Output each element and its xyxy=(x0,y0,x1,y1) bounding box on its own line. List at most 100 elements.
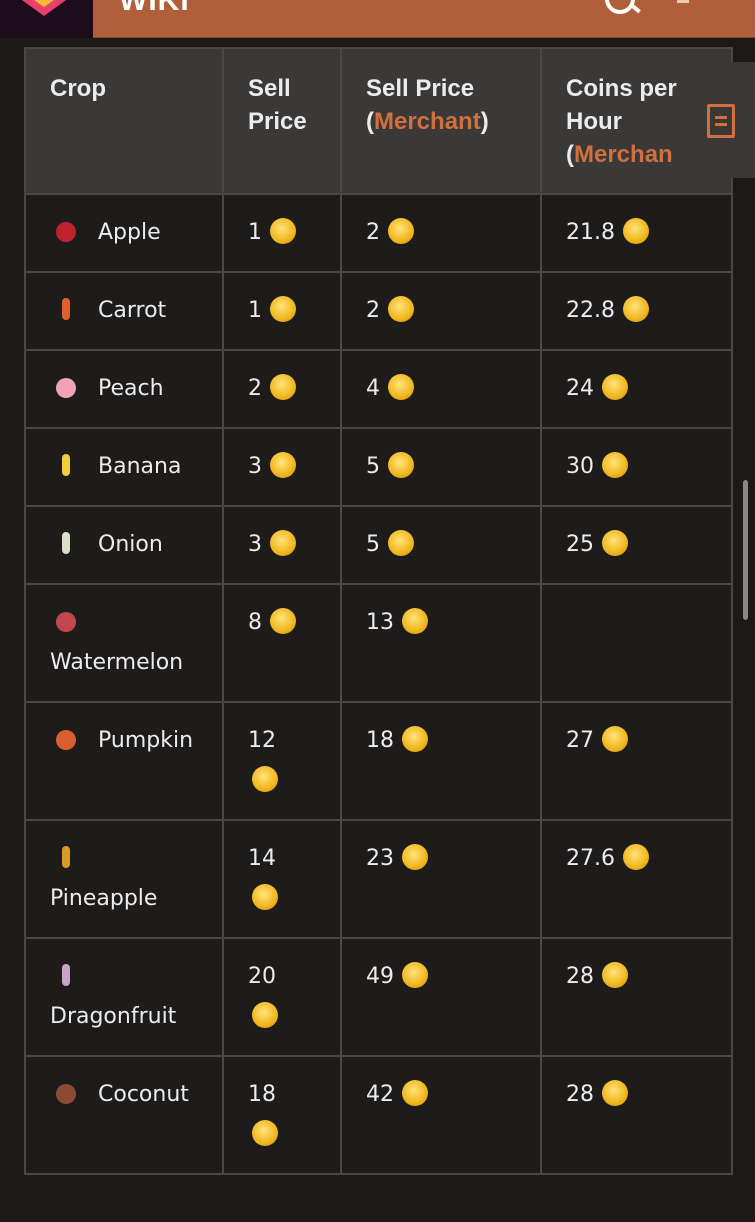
wiki-title[interactable]: WIKI xyxy=(119,0,190,17)
header-text: Coins per Hour( xyxy=(566,75,677,168)
sell-cell: 12 xyxy=(222,701,342,821)
crop-cell: Peach xyxy=(24,349,224,429)
coin-icon xyxy=(388,374,414,400)
scrollbar[interactable] xyxy=(743,480,748,620)
pineapple-icon xyxy=(62,846,70,868)
coin-icon xyxy=(388,452,414,478)
value: 13 xyxy=(366,610,394,635)
sell-merchant-cell: 49 xyxy=(340,937,542,1057)
value: 42 xyxy=(366,1082,394,1107)
coin-icon xyxy=(602,452,628,478)
crop-name-link[interactable]: Coconut xyxy=(98,1082,189,1107)
coin-icon xyxy=(602,962,628,988)
sell-cell: 3 xyxy=(222,427,342,507)
user-icon[interactable] xyxy=(677,0,689,3)
value: 23 xyxy=(366,846,394,871)
coin-icon xyxy=(402,726,428,752)
crop-cell: Pumpkin xyxy=(24,701,224,821)
crop-cell: Watermelon xyxy=(24,583,224,703)
coin-icon xyxy=(602,374,628,400)
crop-name-link[interactable]: Watermelon xyxy=(50,650,184,675)
sell-cell: 8 xyxy=(222,583,342,703)
crop-name-link[interactable]: Pumpkin xyxy=(98,728,194,753)
header-text: Sell Price( xyxy=(366,75,475,135)
coin-icon xyxy=(270,608,296,634)
sell-cell: 20 xyxy=(222,937,342,1057)
sell-cell: 1 xyxy=(222,193,342,273)
table-header-row: Crop Sell Price Sell Price (Merchant) Coins p… xyxy=(24,47,733,195)
coins-per-hour-cell: 25 xyxy=(540,505,733,585)
search-icon[interactable] xyxy=(605,0,635,14)
merchant-link[interactable]: Merchan xyxy=(574,141,673,168)
watermelon-icon xyxy=(56,612,76,632)
sell-merchant-cell: 13 xyxy=(340,583,542,703)
coin-icon xyxy=(402,962,428,988)
value: 3 xyxy=(248,532,262,557)
carrot-icon xyxy=(62,298,70,320)
crop-name-link[interactable]: Peach xyxy=(98,376,164,401)
sell-merchant-cell: 42 xyxy=(340,1055,542,1175)
banana-icon xyxy=(62,454,70,476)
crop-name-link[interactable]: Onion xyxy=(98,532,163,557)
table-row: Peach 2 4 24 xyxy=(24,349,733,429)
value: 5 xyxy=(366,532,380,557)
sell-cell: 3 xyxy=(222,505,342,585)
coins-per-hour-cell: 28 xyxy=(540,937,733,1057)
value: 25 xyxy=(566,532,594,557)
value: 8 xyxy=(248,610,262,635)
value: 28 xyxy=(566,1082,594,1107)
logo-area[interactable] xyxy=(0,0,93,38)
header-sell-price: Sell Price xyxy=(222,47,342,195)
sell-cell: 18 xyxy=(222,1055,342,1175)
sell-merchant-cell: 4 xyxy=(340,349,542,429)
crop-cell: Onion xyxy=(24,505,224,585)
crop-name-link[interactable]: Pineapple xyxy=(50,886,158,911)
value: 18 xyxy=(366,728,394,753)
value: 1 xyxy=(248,298,262,323)
value: 12 xyxy=(248,728,276,753)
crop-name-link[interactable]: Banana xyxy=(98,454,182,479)
crop-table: Crop Sell Price Sell Price (Merchant) Coins p… xyxy=(24,47,733,1175)
top-bar: WIKI xyxy=(93,0,755,38)
sell-merchant-cell: 2 xyxy=(340,193,542,273)
coins-per-hour-cell: 30 xyxy=(540,427,733,507)
merchant-link[interactable]: Merchant xyxy=(374,108,481,135)
coin-icon xyxy=(388,530,414,556)
coconut-icon xyxy=(56,1084,76,1104)
coin-icon xyxy=(270,452,296,478)
value: 3 xyxy=(248,454,262,479)
crop-cell: Carrot xyxy=(24,271,224,351)
sell-merchant-cell: 5 xyxy=(340,505,542,585)
coins-per-hour-cell: 24 xyxy=(540,349,733,429)
coin-icon xyxy=(622,844,649,870)
table-row: Carrot 1 2 22.8 xyxy=(24,271,733,351)
value: 14 xyxy=(248,846,276,871)
header-sell-price-merchant: Sell Price (Merchant) xyxy=(340,47,542,195)
table-row: Apple 1 2 21.8 xyxy=(24,193,733,273)
value: 24 xyxy=(566,376,594,401)
coin-icon xyxy=(270,296,296,322)
coin-icon xyxy=(270,218,296,244)
coins-per-hour-cell: 28 xyxy=(540,1055,733,1175)
value: 30 xyxy=(566,454,594,479)
coin-icon xyxy=(402,608,428,634)
header-coins-per-hour-merchant: Coins per Hour (Merchan xyxy=(540,47,733,195)
coin-icon xyxy=(402,844,428,870)
coin-icon xyxy=(252,766,278,792)
sell-merchant-cell: 23 xyxy=(340,819,542,939)
sell-merchant-cell: 18 xyxy=(340,701,542,821)
crop-cell: Dragonfruit xyxy=(24,937,224,1057)
header-text: Crop xyxy=(50,75,106,102)
value: 22.8 xyxy=(566,298,615,323)
crop-name-link[interactable]: Carrot xyxy=(98,298,167,323)
table-row: Onion 3 5 25 xyxy=(24,505,733,585)
crop-name-link[interactable]: Apple xyxy=(98,220,161,245)
crop-cell: Banana xyxy=(24,427,224,507)
value: 2 xyxy=(366,298,380,323)
value: 27.6 xyxy=(566,846,615,871)
crop-name-link[interactable]: Dragonfruit xyxy=(50,1004,177,1029)
coin-icon xyxy=(622,218,649,244)
coins-per-hour-cell: 27.6 xyxy=(540,819,733,939)
coin-icon xyxy=(602,530,628,556)
header-crop: Crop xyxy=(24,47,224,195)
